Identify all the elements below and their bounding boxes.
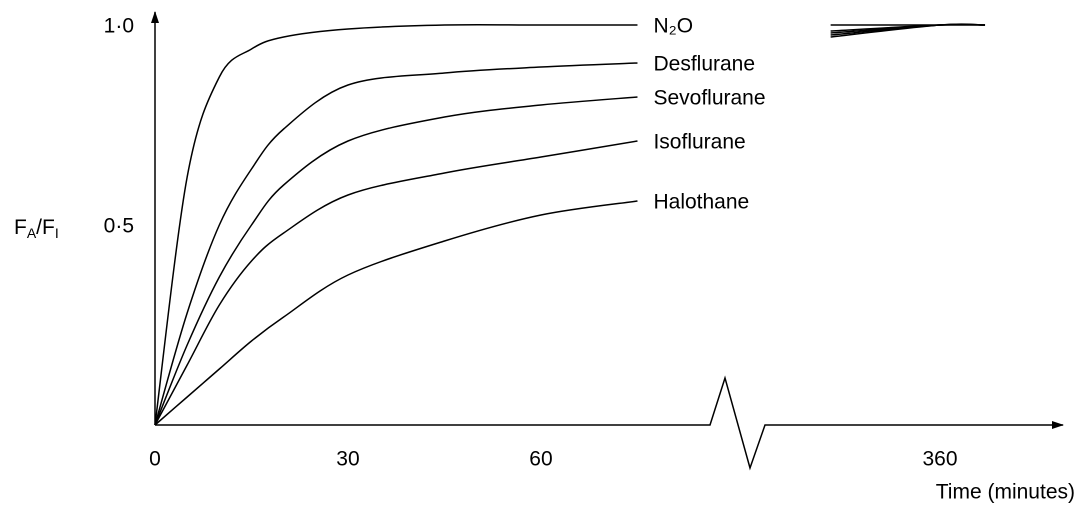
series-line <box>154 200 638 426</box>
x-tick-label: 360 <box>922 448 957 471</box>
series-line <box>154 140 638 426</box>
x-tick-label: 60 <box>529 448 552 471</box>
series-line <box>154 23 638 426</box>
y-label-part: /F <box>36 216 55 239</box>
y-label-sub: A <box>27 225 37 241</box>
series-line <box>830 23 986 38</box>
series-label: Desflurane <box>653 53 755 76</box>
series-label: Halothane <box>653 191 749 214</box>
y-label-sub: I <box>55 225 59 241</box>
series-line <box>154 62 638 426</box>
y-tick-label: 1·0 <box>104 15 134 38</box>
x-tick-label: 30 <box>336 448 359 471</box>
series-line <box>154 96 638 426</box>
series-label: Sevoflurane <box>653 87 765 110</box>
y-label-part: F <box>14 216 27 239</box>
x-axis-label: Time (minutes) <box>936 481 1075 504</box>
x-tick-label: 0 <box>149 448 161 471</box>
y-axis-label: FA/FI <box>14 216 59 241</box>
x-axis <box>155 375 1064 471</box>
y-tick-label: 0·5 <box>104 215 134 238</box>
series-label: N₂O <box>653 15 693 38</box>
series-label: Isoflurane <box>653 131 745 154</box>
